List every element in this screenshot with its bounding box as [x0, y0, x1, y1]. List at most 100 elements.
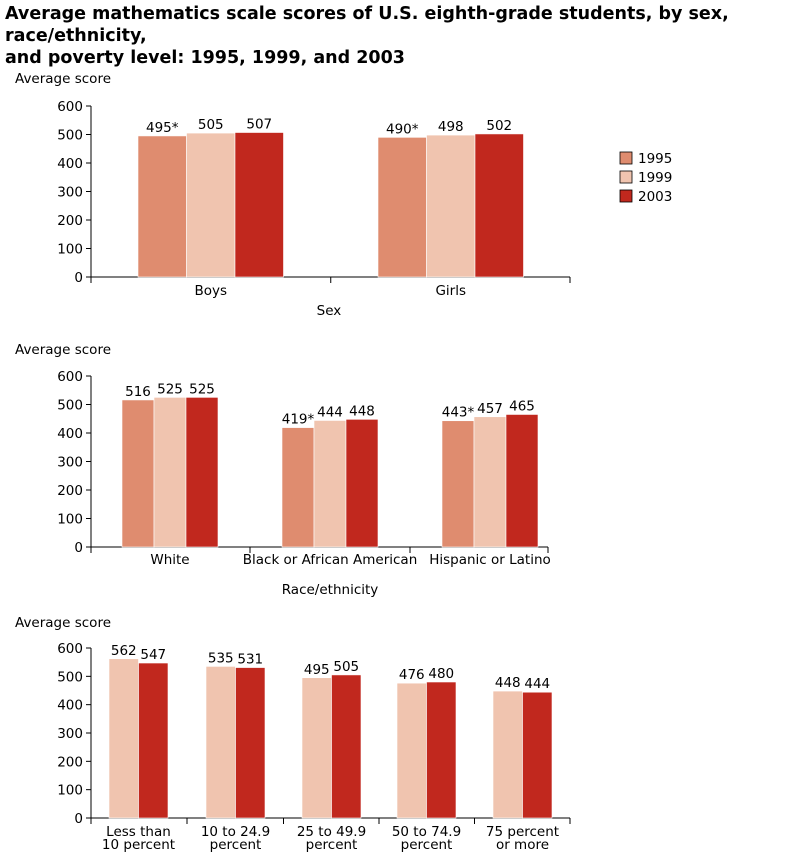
- legend-swatch-2003: [619, 189, 633, 203]
- data-label: 443*: [442, 405, 475, 421]
- legend-label-1999: 1999: [638, 170, 672, 186]
- y-tick-label: 200: [57, 754, 83, 770]
- bar-1995: [121, 399, 155, 548]
- category-label: Boys: [194, 283, 227, 299]
- y-tick-label: 600: [57, 369, 83, 385]
- data-label: 444: [524, 676, 550, 692]
- x-axis-label: Sex: [317, 303, 342, 319]
- category-label: percent: [401, 837, 453, 853]
- bar-2003: [234, 132, 284, 278]
- y-axis-label: Average score: [15, 342, 111, 358]
- bar-2003: [185, 397, 219, 548]
- category-label: White: [150, 552, 189, 568]
- bar-1999: [426, 134, 476, 278]
- y-axis-label: Average score: [15, 71, 111, 87]
- bar-2003: [138, 662, 169, 819]
- data-label: 480: [428, 666, 454, 682]
- category-label: Hispanic or Latino: [429, 552, 551, 568]
- legend-label-1995: 1995: [638, 151, 672, 167]
- data-label: 495*: [146, 120, 179, 136]
- bar-1999: [186, 132, 236, 278]
- data-label: 448: [495, 675, 521, 691]
- y-tick-label: 400: [57, 698, 83, 714]
- category-label: 75 percent: [486, 824, 559, 840]
- y-tick-label: 0: [74, 811, 83, 827]
- chart-panel-3: Average score 0 100 200 300 400 500 600 562 547 Le…: [15, 615, 571, 853]
- bar-2003: [522, 691, 553, 819]
- y-tick-label: 600: [57, 99, 83, 115]
- data-label: 498: [438, 119, 464, 135]
- chart-panel-2: Average score 0 100 200 300 400 500 600 516 525 52…: [15, 342, 551, 598]
- data-label: 465: [509, 398, 535, 414]
- y-tick-label: 0: [74, 540, 83, 556]
- bar-2003: [474, 133, 524, 278]
- legend-label-2003: 2003: [638, 189, 672, 205]
- data-label: 444: [317, 404, 343, 420]
- bar-1995: [137, 135, 187, 278]
- y-tick-label: 400: [57, 156, 83, 172]
- bar-1995: [281, 427, 315, 548]
- bar-1999: [153, 397, 187, 548]
- data-label: 476: [399, 667, 425, 683]
- bar-2003: [331, 674, 362, 819]
- bar-1999: [492, 690, 523, 819]
- bar-1999: [205, 666, 236, 819]
- data-label: 505: [198, 117, 224, 133]
- y-tick-label: 500: [57, 398, 83, 414]
- bar-1999: [301, 677, 332, 819]
- category-label: 10 percent: [102, 837, 175, 853]
- y-tick-label: 400: [57, 426, 83, 442]
- bar-1995: [377, 137, 427, 278]
- bar-1995: [441, 420, 475, 548]
- category-label: Black or African American: [243, 552, 418, 568]
- category-label: 50 to 74.9: [392, 824, 461, 840]
- bar-1999: [108, 658, 139, 819]
- data-label: 505: [333, 659, 359, 675]
- data-label: 419*: [282, 412, 315, 428]
- bar-1999: [396, 682, 427, 819]
- data-label: 525: [189, 381, 215, 397]
- category-label: percent: [306, 837, 358, 853]
- bar-2003: [426, 681, 457, 819]
- category-label: Less than: [106, 824, 171, 840]
- y-tick-label: 100: [57, 512, 83, 528]
- chart-title-line-2: and poverty level: 1995, 1999, and 2003: [5, 48, 405, 68]
- y-tick-label: 500: [57, 669, 83, 685]
- data-label: 516: [125, 384, 151, 400]
- chart-title: Average mathematics scale scores of U.S.…: [5, 3, 785, 69]
- legend: 1995 1999 2003: [619, 151, 672, 205]
- data-label: 495: [304, 662, 330, 678]
- data-label: 562: [111, 643, 137, 659]
- bar-2003: [505, 414, 539, 548]
- data-label: 502: [486, 118, 512, 134]
- y-tick-label: 500: [57, 128, 83, 144]
- y-tick-label: 200: [57, 483, 83, 499]
- y-tick-label: 0: [74, 270, 83, 286]
- category-label: or more: [496, 837, 549, 853]
- data-label: 535: [208, 650, 234, 666]
- bar-1999: [473, 416, 507, 548]
- data-label: 457: [477, 401, 503, 417]
- bar-2003: [345, 419, 379, 548]
- y-tick-label: 300: [57, 726, 83, 742]
- category-label: 10 to 24.9: [201, 824, 270, 840]
- y-tick-label: 300: [57, 455, 83, 471]
- y-tick-label: 200: [57, 213, 83, 229]
- category-label: Girls: [435, 283, 466, 299]
- legend-swatch-1999: [619, 170, 633, 184]
- data-label: 531: [237, 652, 263, 668]
- chart-title-line-1: Average mathematics scale scores of U.S.…: [5, 4, 729, 46]
- data-label: 490*: [386, 121, 419, 137]
- y-tick-label: 300: [57, 185, 83, 201]
- data-label: 547: [140, 647, 166, 663]
- data-label: 525: [157, 381, 183, 397]
- x-axis-label: Race/ethnicity: [282, 582, 379, 598]
- category-label: percent: [210, 837, 262, 853]
- y-tick-label: 600: [57, 641, 83, 657]
- bar-2003: [235, 667, 266, 819]
- legend-swatch-1995: [619, 151, 633, 165]
- y-tick-label: 100: [57, 242, 83, 258]
- category-label: 25 to 49.9: [297, 824, 366, 840]
- chart-panel-1: Average score 0 100 200 300 400 500 600 495* 505 5…: [15, 71, 571, 319]
